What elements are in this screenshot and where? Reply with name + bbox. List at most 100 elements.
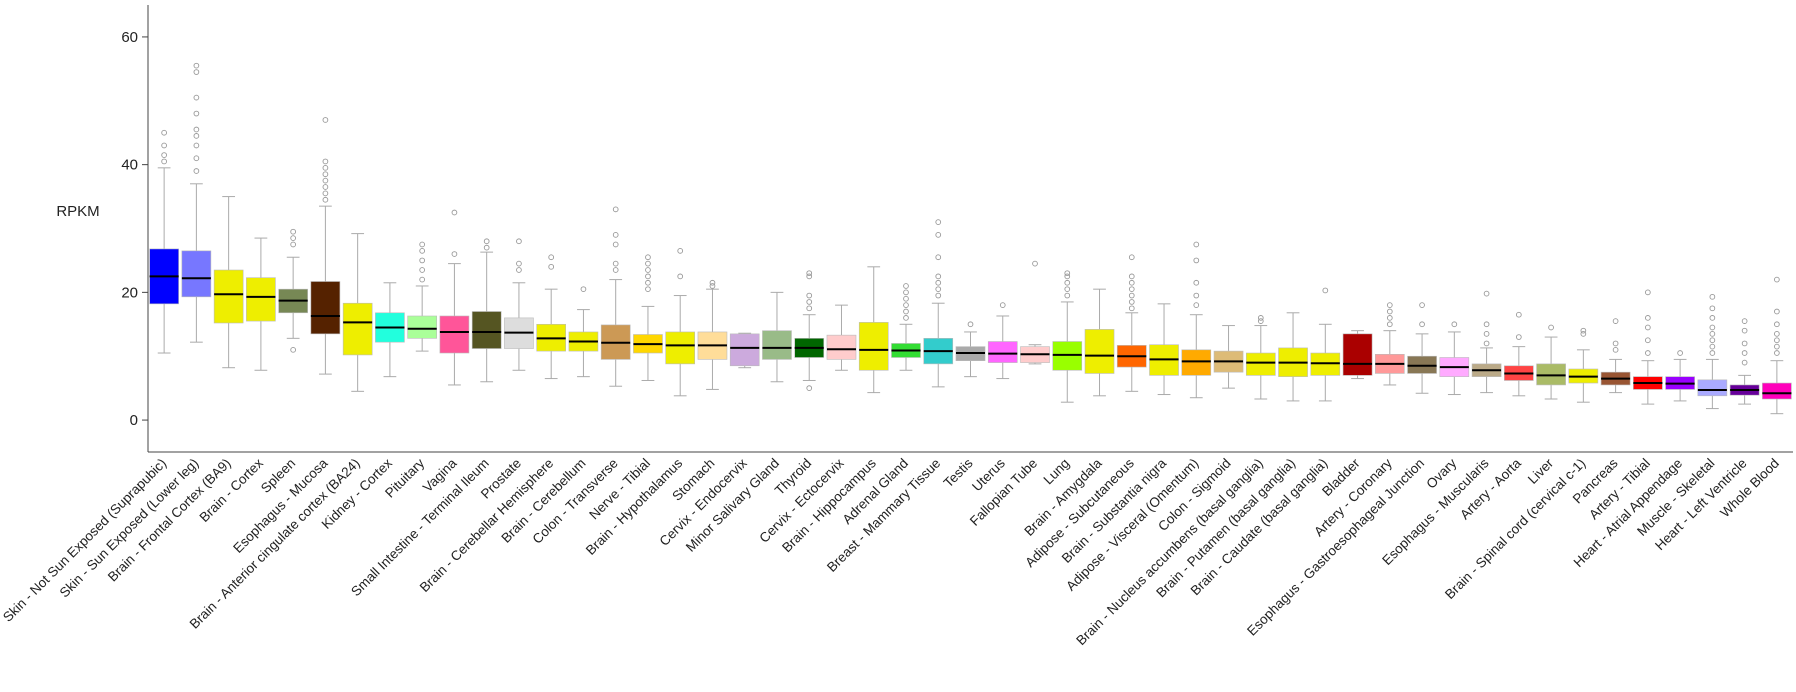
box-group [278,228,308,353]
box-group [1245,315,1276,400]
outlier-point [612,206,619,213]
y-ticks: 0 20 40 60 [121,29,148,429]
outlier-point [193,94,200,101]
box-group [568,286,599,378]
outlier-point [193,69,200,75]
box-group [1536,324,1566,400]
outlier-point [806,305,813,312]
box-iqr [826,334,857,360]
category-label: Brain - Frontal Cortex (BA9) [105,456,234,585]
box-iqr [1084,329,1115,374]
outlier-point [677,248,684,254]
outlier-point [1677,350,1683,356]
outlier-point [1032,260,1038,267]
box-group [149,129,179,354]
outlier-point [1612,340,1619,347]
category-label: Skin - Sun Exposed (Lower leg) [57,456,202,601]
box-group [310,117,341,375]
outlier-point [806,385,813,391]
outlier-point [322,177,329,184]
outlier-point [1709,331,1716,337]
outlier-point [161,152,167,158]
outlier-point [1645,337,1651,344]
box-group [536,254,567,380]
box-group [1052,270,1083,403]
outlier-point [1128,254,1135,261]
box-iqr [1697,379,1728,397]
outlier-point [1709,293,1716,300]
box-group [1471,290,1502,394]
outlier-point [1612,346,1619,353]
outlier-point [1128,279,1135,286]
box-group [342,233,373,392]
outlier-point [419,257,426,264]
outlier-point [161,142,167,149]
outlier-point [451,209,458,216]
outlier-point [1709,337,1716,344]
box-group [858,266,889,394]
box-group [600,206,631,387]
outlier-point [419,248,426,254]
outlier-point [1386,315,1393,321]
outlier-point [1548,324,1554,331]
outlier-point [193,168,200,174]
box-group [794,270,825,391]
outlier-point [193,126,200,133]
box-group [1084,288,1115,397]
outlier-point [935,292,942,299]
box-group [826,304,857,371]
outlier-point [161,158,167,165]
outlier-point [1451,321,1458,328]
box-group [1439,321,1470,396]
outlier-point [322,190,329,197]
outlier-point [1064,286,1071,293]
outlier-point [1322,287,1329,294]
box-iqr [729,333,760,367]
outlier-point [161,129,167,136]
outlier-point [1419,302,1425,308]
box-group [987,302,1018,380]
outlier-point [1386,302,1393,308]
outlier-point [1709,305,1716,312]
boxes-layer [149,62,1792,415]
outlier-point [806,299,813,305]
outlier-point [612,260,619,267]
outlier-point [290,235,296,241]
box-group [1374,302,1405,386]
outlier-point [1741,359,1748,366]
box-group [697,279,728,390]
outlier-point [1741,318,1748,324]
outlier-point [1741,327,1748,334]
outlier-point [1064,279,1071,286]
outlier-point [1128,286,1135,293]
outlier-point [1483,290,1490,297]
outlier-point [903,289,909,296]
outlier-point [322,196,329,203]
outlier-point [1386,321,1393,328]
outlier-point [806,273,813,280]
outlier-point [483,238,490,245]
outlier-point [1515,334,1522,340]
box-iqr [858,322,889,371]
outlier-point [1774,276,1780,283]
box-iqr [1762,382,1792,400]
box-group [762,291,792,383]
outlier-point [322,158,329,165]
outlier-point [1128,273,1135,280]
outlier-point [322,164,329,171]
box-group [1697,293,1728,410]
outlier-point [1580,331,1587,337]
outlier-point [1257,315,1264,321]
outlier-point [677,273,684,280]
outlier-point [1741,340,1748,347]
box-iqr [987,341,1018,363]
box-iqr [1342,333,1373,376]
outlier-point [1257,318,1264,324]
outlier-point [935,286,942,293]
box-group [1762,276,1792,415]
outlier-point [645,267,651,273]
outlier-point [1774,331,1780,337]
outlier-point [1774,308,1780,315]
outlier-point [1128,292,1135,299]
outlier-point [1419,321,1425,328]
